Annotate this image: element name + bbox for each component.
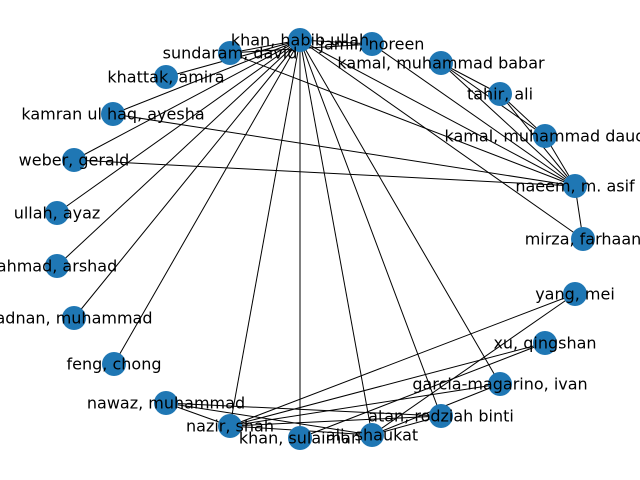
node-label-kamal_daud: kamal, muhammad daud	[445, 127, 640, 146]
edge-atan_rodziah-nawaz_muhammad	[165, 402, 442, 417]
edge-naeem_asif-kamran_ayesha	[112, 113, 576, 187]
edge-ali_shaukat-nawaz_muhammad	[165, 402, 373, 436]
node-kamal_daud[interactable]	[533, 124, 557, 148]
node-adnan_muhammad[interactable]	[62, 306, 86, 330]
edge-khan_habib-ahmad_arshad	[56, 39, 301, 267]
edge-khan_habib-mirza_farhaan	[299, 39, 584, 240]
edge-khan_habib-feng_chong	[113, 39, 301, 365]
edge-yang_mei-ali_shaukat	[371, 293, 576, 436]
node-ullah_ayaz[interactable]	[45, 201, 69, 225]
edge-garcia_ivan-nazir_shah	[229, 383, 501, 427]
node-label-weber_gerald: weber, gerald	[19, 151, 130, 170]
node-label-khattak_amira: khattak, amira	[107, 68, 224, 87]
edge-khan_habib-atan_rodziah	[299, 39, 442, 417]
node-label-mirza_farhaan: mirza, farhaan	[525, 230, 640, 249]
node-nazir_shah[interactable]	[218, 414, 242, 438]
edge-naeem_asif-sundaram_david	[229, 52, 576, 187]
node-label-nawaz_muhammad: nawaz, muhammad	[87, 394, 245, 413]
node-label-feng_chong: feng, chong	[67, 355, 162, 374]
edge-khan_habib-naeem_asif	[299, 39, 576, 187]
node-garcia_ivan[interactable]	[488, 372, 512, 396]
node-xu_qingshan[interactable]	[533, 331, 557, 355]
node-naeem_asif[interactable]	[563, 174, 587, 198]
node-label-adnan_muhammad: adnan, muhammad	[0, 309, 153, 328]
edge-layer	[56, 39, 584, 439]
node-label-ullah_ayaz: ullah, ayaz	[14, 204, 101, 223]
node-jamil_noreen[interactable]	[360, 32, 384, 56]
edge-khan_habib-weber_gerald	[73, 39, 301, 161]
node-label-jamil_noreen: jamil, noreen	[319, 35, 425, 54]
edge-khan_habib-jamil_noreen	[299, 39, 373, 45]
node-label-tahir_ali: tahir, ali	[467, 85, 533, 104]
node-tahir_ali[interactable]	[488, 82, 512, 106]
node-label-atan_rodziah: atan, rodziah binti	[368, 407, 514, 426]
node-label-yang_mei: yang, mei	[535, 285, 615, 304]
edge-xu_qingshan-nazir_shah	[229, 342, 546, 427]
node-label-khan_habib: khan, habib ullah	[231, 31, 369, 50]
node-khan_sulaiman[interactable]	[288, 426, 312, 450]
node-atan_rodziah[interactable]	[429, 404, 453, 428]
node-label-kamran_ayesha: kamran ul haq, ayesha	[21, 105, 204, 124]
node-khattak_amira[interactable]	[154, 65, 178, 89]
node-label-khan_sulaiman: khan, sulaiman	[239, 429, 361, 448]
edge-jamil_noreen-naeem_asif	[371, 43, 576, 187]
edge-khan_habib-ali_shaukat	[299, 39, 373, 436]
node-mirza_farhaan[interactable]	[571, 227, 595, 251]
node-layer	[45, 28, 595, 450]
edge-khan_habib-nazir_shah	[229, 39, 301, 427]
node-label-ahmad_arshad: ahmad, arshad	[0, 257, 117, 276]
node-sundaram_david[interactable]	[218, 41, 242, 65]
node-label-ali_shaukat: ali, shaukat	[326, 426, 418, 445]
node-ahmad_arshad[interactable]	[45, 254, 69, 278]
edge-naeem_asif-weber_gerald	[73, 159, 576, 187]
node-nawaz_muhammad[interactable]	[154, 391, 178, 415]
node-label-nazir_shah: nazir, shah	[186, 417, 274, 436]
edge-xu_qingshan-khan_sulaiman	[299, 342, 546, 439]
node-feng_chong[interactable]	[102, 352, 126, 376]
edge-atan_rodziah-nazir_shah	[229, 415, 442, 427]
node-weber_gerald[interactable]	[62, 148, 86, 172]
edge-kamal_babar-naeem_asif	[440, 62, 576, 187]
node-label-garcia_ivan: garcia-magarino, ivan	[412, 375, 587, 394]
edge-khan_habib-kamran_ayesha	[112, 39, 301, 115]
node-kamal_babar[interactable]	[429, 51, 453, 75]
node-yang_mei[interactable]	[563, 282, 587, 306]
node-label-sundaram_david: sundaram, david	[163, 44, 298, 63]
node-kamran_ayesha[interactable]	[101, 102, 125, 126]
edge-khan_habib-garcia_ivan	[299, 39, 501, 385]
node-label-naeem_asif: naeem, m. asif	[515, 177, 635, 196]
edge-khan_habib-adnan_muhammad	[73, 39, 301, 319]
node-khan_habib[interactable]	[288, 28, 312, 52]
edge-yang_mei-nazir_shah	[229, 293, 576, 427]
node-label-xu_qingshan: xu, qingshan	[493, 334, 596, 353]
node-label-kamal_babar: kamal, muhammad babar	[337, 54, 545, 73]
edge-khan_habib-ullah_ayaz	[56, 39, 301, 214]
node-ali_shaukat[interactable]	[360, 423, 384, 447]
